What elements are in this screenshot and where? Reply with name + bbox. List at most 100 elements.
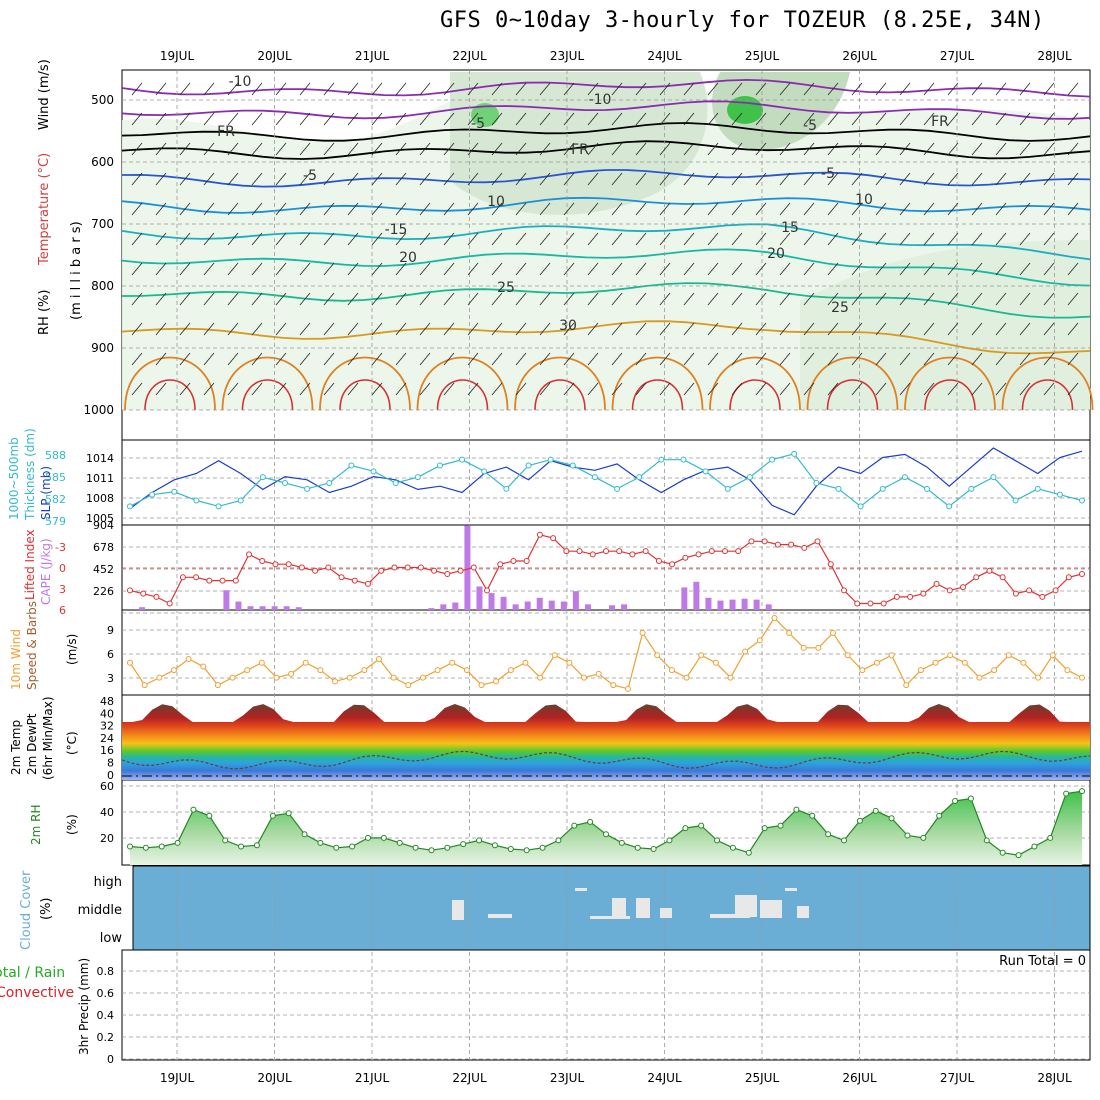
thickness-point bbox=[237, 497, 244, 504]
wind-barb bbox=[851, 112, 863, 126]
wind-barb bbox=[347, 232, 359, 246]
wind10m-speed-point bbox=[961, 659, 968, 666]
wind-barb bbox=[1019, 352, 1031, 366]
wind-barb bbox=[251, 82, 263, 96]
rh2m-point bbox=[491, 842, 498, 849]
cape-bar bbox=[524, 601, 531, 610]
temperature-label: Temperature (°C) bbox=[37, 153, 52, 266]
wind-barb bbox=[851, 232, 863, 246]
wind-barb bbox=[731, 202, 743, 216]
cloud-block bbox=[575, 888, 587, 891]
isotherm-label: FR bbox=[571, 142, 589, 158]
cloud-cover-label: Cloud Cover bbox=[19, 870, 34, 950]
rh2m-point bbox=[761, 825, 768, 832]
wind-barb bbox=[587, 172, 599, 186]
precip-conv-label: Convective bbox=[0, 985, 74, 1001]
cape-bar bbox=[464, 525, 471, 610]
wind-barb bbox=[923, 262, 935, 276]
wind-barb bbox=[155, 382, 167, 396]
wind-barb bbox=[611, 142, 623, 156]
lifted-index-point bbox=[907, 593, 914, 600]
lifted-index-point bbox=[298, 564, 305, 571]
wind-barb bbox=[203, 202, 215, 216]
lifted-index-point bbox=[378, 567, 385, 574]
wind-barb bbox=[227, 82, 239, 96]
rh-label: RH (%) bbox=[37, 290, 52, 335]
wind-barb bbox=[875, 352, 887, 366]
wind10m-speed-point bbox=[581, 674, 588, 681]
wind-barb bbox=[203, 382, 215, 396]
wind10m-speed-point bbox=[258, 659, 265, 666]
isotherm-line bbox=[534, 379, 586, 411]
wind10m-speed-point bbox=[361, 667, 368, 674]
thickness-point bbox=[901, 474, 908, 481]
wind-barb bbox=[827, 142, 839, 156]
wind-barb bbox=[851, 352, 863, 366]
slp-line bbox=[129, 447, 1083, 516]
wind-barb bbox=[227, 112, 239, 126]
run-total: Run Total = 0 bbox=[999, 954, 1086, 969]
rh2m-point bbox=[809, 812, 816, 819]
wind-barb bbox=[659, 292, 671, 306]
lifted-index-point bbox=[761, 538, 768, 545]
lifted-index-point bbox=[1079, 571, 1085, 578]
wind-barb bbox=[395, 142, 407, 156]
wind-barb bbox=[419, 82, 431, 96]
pressure-tick: 600 bbox=[91, 155, 114, 169]
isotherm-line bbox=[121, 223, 1091, 261]
wind10m-speed-point bbox=[419, 674, 426, 681]
dewpoint-line bbox=[121, 750, 1091, 770]
wind-barb bbox=[323, 172, 335, 186]
wind-barb bbox=[515, 262, 527, 276]
rh2m-point bbox=[317, 839, 324, 846]
rh2m-point bbox=[142, 844, 149, 851]
rh2m-point bbox=[618, 839, 625, 846]
wind-barb bbox=[803, 142, 815, 156]
cloud-block bbox=[612, 898, 626, 916]
wind-barb bbox=[899, 142, 911, 156]
wind10m-speed-point bbox=[1079, 674, 1085, 681]
wind-barb bbox=[827, 292, 839, 306]
wind-barb bbox=[731, 112, 743, 126]
wind-barb bbox=[995, 172, 1007, 186]
wind-barb bbox=[203, 232, 215, 246]
rh2m-point bbox=[952, 798, 959, 804]
lifted-index-point bbox=[946, 587, 953, 594]
wind-barb bbox=[203, 172, 215, 186]
wind-barb bbox=[515, 172, 527, 186]
wind-barb bbox=[323, 82, 335, 96]
wind-barb bbox=[227, 232, 239, 246]
temp2m-label: 2m Temp bbox=[9, 720, 23, 775]
isotherm-label: -10 bbox=[229, 74, 252, 90]
wind-barb bbox=[827, 352, 839, 366]
lifted-index-point bbox=[986, 567, 993, 574]
cloud-block bbox=[760, 900, 782, 918]
wind-barb bbox=[683, 202, 695, 216]
lifted-tick: 0 bbox=[59, 562, 66, 575]
wind-barb bbox=[563, 142, 575, 156]
wind-barb bbox=[659, 322, 671, 336]
slp-tick: 1005 bbox=[86, 512, 114, 525]
wind10m-speed-point bbox=[478, 682, 485, 689]
wind-barb bbox=[683, 352, 695, 366]
wind10m-speed-point bbox=[332, 678, 339, 685]
wind-barb bbox=[899, 322, 911, 336]
wind-barb bbox=[443, 292, 455, 306]
wind-barb bbox=[803, 322, 815, 336]
wind-barb bbox=[275, 202, 287, 216]
thickness-point bbox=[1012, 497, 1019, 504]
thickness-point bbox=[547, 456, 554, 463]
date-label-top: 22JUL bbox=[452, 49, 487, 63]
isotherm-line bbox=[924, 379, 976, 411]
wind-barb bbox=[923, 382, 935, 396]
wind-barb bbox=[443, 352, 455, 366]
wind-barb bbox=[851, 292, 863, 306]
wind10m-speed-point bbox=[932, 659, 939, 666]
lifted-index-point bbox=[576, 548, 583, 555]
wind-barb bbox=[395, 202, 407, 216]
cape-bar bbox=[560, 601, 567, 610]
rh2m-unit: (%) bbox=[65, 814, 79, 835]
rh2m-point bbox=[428, 847, 435, 854]
wind-barb bbox=[539, 112, 551, 126]
wind-barb bbox=[635, 292, 647, 306]
